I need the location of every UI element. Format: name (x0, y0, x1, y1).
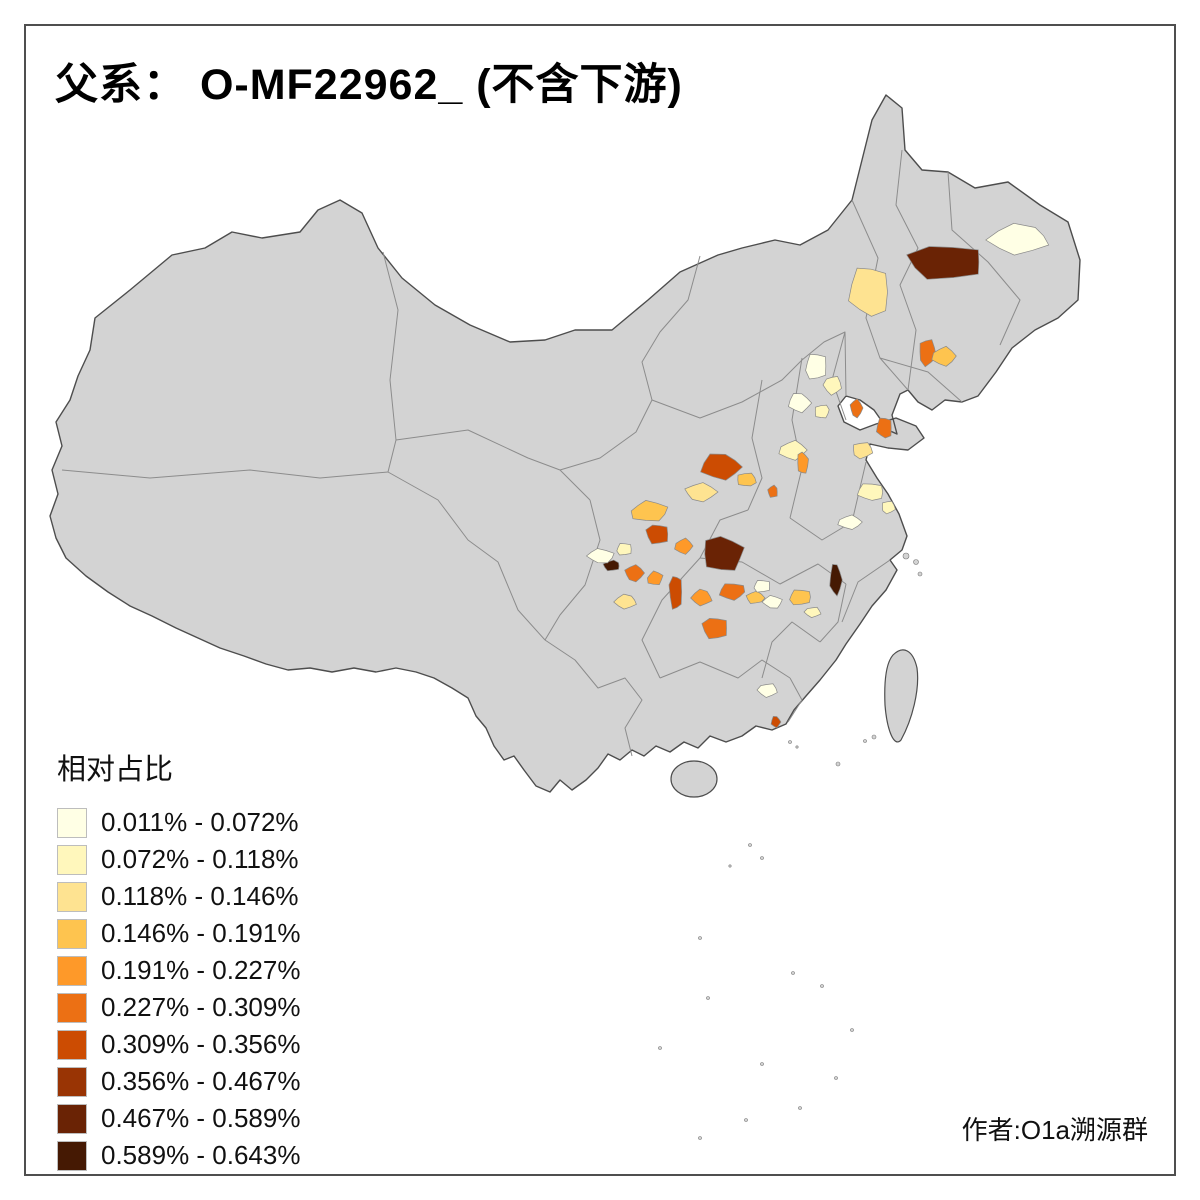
highlighted-prefecture (704, 536, 745, 571)
province-borders (61, 149, 1021, 757)
legend-label: 0.146% - 0.191% (101, 918, 301, 948)
legend-label: 0.118% - 0.146% (101, 881, 299, 911)
highlighted-prefecture (931, 345, 957, 367)
legend-swatch (57, 1140, 87, 1171)
legend: 相对占比 0.011% - 0.072% 0.072% - 0.118% 0.118… (57, 746, 300, 1174)
highlighted-prefecture (787, 393, 813, 414)
highlighted-prefecture (674, 537, 694, 555)
legend-swatch (57, 1029, 87, 1060)
highlighted-prefecture (882, 500, 896, 515)
highlighted-prefecture (856, 483, 884, 501)
highlighted-prefectures-layer (585, 222, 1050, 729)
highlighted-prefecture (756, 683, 778, 698)
legend-entry: 0.356% - 0.467% (57, 1063, 300, 1100)
highlighted-prefecture (853, 442, 874, 460)
highlighted-prefecture (701, 618, 727, 640)
legend-entry: 0.191% - 0.227% (57, 952, 300, 989)
legend-swatch (57, 881, 87, 912)
south-china-sea-islands (658, 552, 923, 1140)
highlighted-prefecture (585, 548, 615, 564)
highlighted-prefecture (684, 482, 719, 503)
highlighted-prefecture (803, 606, 822, 618)
highlighted-prefecture (822, 376, 842, 396)
highlighted-prefecture (616, 543, 632, 556)
legend-swatch (57, 1066, 87, 1097)
highlighted-prefecture (829, 564, 843, 597)
legend-entry: 0.011% - 0.072% (57, 804, 300, 841)
highlighted-prefecture (837, 514, 863, 530)
legend-label: 0.191% - 0.227% (101, 955, 301, 985)
highlighted-prefecture (797, 451, 809, 474)
legend-swatch (57, 955, 87, 986)
legend-label: 0.072% - 0.118% (101, 844, 299, 874)
highlighted-prefecture (848, 267, 888, 317)
legend-label: 0.467% - 0.589% (101, 1103, 301, 1133)
author-credit: 作者:O1a溯源群 (961, 1115, 1148, 1145)
legend-swatch (57, 807, 87, 838)
highlighted-prefecture (985, 222, 1050, 256)
highlighted-prefecture (770, 716, 782, 729)
highlighted-prefecture (613, 593, 637, 610)
legend-entry: 0.467% - 0.589% (57, 1100, 300, 1137)
legend-title: 相对占比 (57, 754, 174, 786)
legend-entry: 0.146% - 0.191% (57, 915, 300, 952)
legend-label: 0.309% - 0.356% (101, 1029, 301, 1059)
taiwan-island (884, 649, 919, 743)
highlighted-prefecture (700, 453, 743, 481)
legend-entry: 0.072% - 0.118% (57, 841, 300, 878)
highlighted-prefecture (624, 564, 645, 583)
legend-entry: 0.118% - 0.146% (57, 878, 300, 915)
hainan-island (670, 760, 718, 798)
highlighted-prefecture (876, 417, 892, 439)
highlighted-prefecture (647, 570, 664, 585)
highlighted-prefecture (767, 484, 778, 498)
highlighted-prefecture (737, 472, 757, 487)
legend-swatch (57, 918, 87, 949)
highlighted-prefecture (745, 590, 766, 604)
legend-rows: 0.011% - 0.072% 0.072% - 0.118% 0.118% - 0… (57, 804, 300, 1174)
highlighted-prefecture (718, 583, 746, 601)
highlighted-prefecture (906, 246, 980, 280)
highlighted-prefecture (690, 588, 713, 607)
legend-label: 0.589% - 0.643% (101, 1140, 301, 1170)
page-title: 父系： O-MF22962_ (不含下游) (55, 61, 683, 109)
legend-label: 0.356% - 0.467% (101, 1066, 301, 1096)
legend-entry: 0.227% - 0.309% (57, 989, 300, 1026)
legend-entry: 0.589% - 0.643% (57, 1137, 300, 1174)
mainland-outline (49, 94, 1081, 793)
legend-label: 0.011% - 0.072% (101, 807, 299, 837)
highlighted-prefecture (814, 404, 830, 419)
highlighted-prefecture (761, 595, 783, 609)
legend-swatch (57, 844, 87, 875)
legend-label: 0.227% - 0.309% (101, 992, 301, 1022)
highlighted-prefecture (630, 500, 669, 522)
highlighted-prefecture (668, 576, 682, 610)
legend-entry: 0.309% - 0.356% (57, 1026, 300, 1063)
highlighted-prefecture (645, 524, 669, 545)
legend-swatch (57, 992, 87, 1023)
highlighted-prefecture (789, 589, 811, 606)
highlighted-prefecture (753, 580, 770, 593)
highlighted-prefecture (805, 353, 827, 380)
legend-swatch (57, 1103, 87, 1134)
highlighted-prefecture (849, 398, 864, 419)
